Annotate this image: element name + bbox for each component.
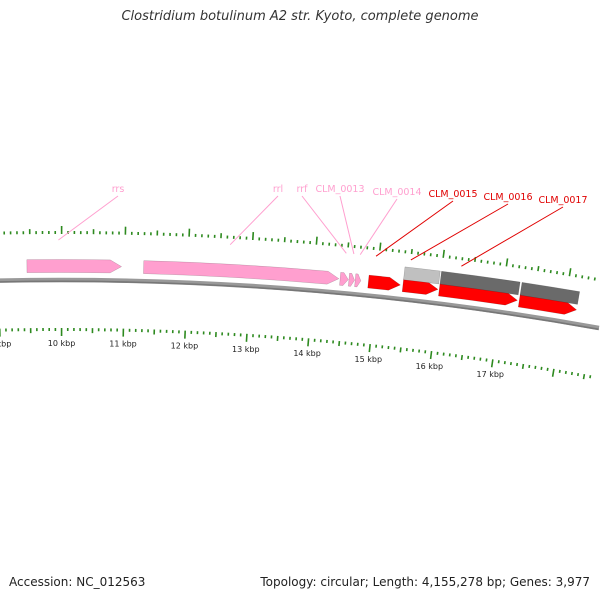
leader-line-clm-0014 bbox=[359, 198, 398, 255]
tick-mark-inner bbox=[551, 368, 555, 377]
leader-line-clm-0013 bbox=[339, 195, 355, 255]
genome-stats-label: Topology: circular; Length: 4,155,278 bp… bbox=[260, 575, 590, 589]
leader-line-clm-0015 bbox=[375, 200, 454, 257]
grey-gene-dark-b[interactable] bbox=[519, 282, 580, 305]
scale-label: 17 kbp bbox=[476, 370, 504, 379]
gene-label-rrf[interactable]: rrf bbox=[297, 184, 309, 195]
clm-0015-gene[interactable] bbox=[367, 274, 401, 291]
tick-mark-inner bbox=[589, 375, 592, 379]
label-layer: rrs rrl rrf CLM_0013 CLM_0014 CLM_0015 CLM_001… bbox=[58, 184, 588, 267]
tick-mark-inner bbox=[368, 343, 371, 353]
gene-label-clm-0014[interactable]: CLM_0014 bbox=[372, 187, 421, 198]
tick-mark-inner bbox=[576, 372, 580, 377]
scale-label: 12 kbp bbox=[171, 342, 199, 351]
tick-mark-outer bbox=[379, 242, 382, 251]
leader-line-rrf bbox=[301, 195, 347, 254]
tick-mark-inner bbox=[570, 371, 573, 376]
tick-mark-outer bbox=[537, 266, 540, 272]
grey-gene-light[interactable] bbox=[403, 266, 441, 285]
feature-layer bbox=[26, 259, 580, 315]
tick-mark-inner bbox=[460, 354, 464, 361]
accession-label: Accession: NC_012563 bbox=[9, 575, 146, 589]
scale-label: 16 kbp bbox=[416, 362, 444, 371]
tick-mark-outer bbox=[505, 258, 509, 267]
tick-mark-outer bbox=[593, 277, 596, 281]
gene-label-clm-0017[interactable]: CLM_0017 bbox=[538, 195, 587, 206]
rrs-gene[interactable] bbox=[26, 259, 123, 274]
genome-title: Clostridium botulinum A2 str. Kyoto, com… bbox=[121, 9, 479, 24]
clm-0014-gene[interactable] bbox=[354, 273, 362, 288]
leader-line-rrl bbox=[229, 195, 279, 246]
rrl-gene[interactable] bbox=[143, 260, 340, 285]
scale-label: 9 kbp bbox=[0, 340, 11, 349]
scale-label: 10 kbp bbox=[48, 339, 76, 348]
tick-mark-inner bbox=[429, 350, 433, 360]
leader-line-rrs bbox=[58, 195, 119, 241]
leader-line-clm-0016 bbox=[410, 203, 509, 261]
tick-mark-outer bbox=[410, 248, 413, 255]
tick-mark-outer bbox=[587, 276, 590, 280]
grey-gene-dark-a[interactable] bbox=[439, 270, 521, 296]
leader-line-clm-0017 bbox=[461, 206, 564, 267]
gene-label-clm-0013[interactable]: CLM_0013 bbox=[315, 184, 364, 195]
tick-mark-inner bbox=[564, 370, 567, 375]
tick-mark-outer bbox=[581, 275, 584, 279]
backbone-layer bbox=[0, 277, 600, 331]
gene-label-clm-0015[interactable]: CLM_0015 bbox=[428, 189, 477, 200]
tick-mark-inner bbox=[399, 347, 402, 353]
tick-mark-outer bbox=[568, 268, 572, 277]
scale-label: 15 kbp bbox=[355, 355, 383, 364]
genome-backbone bbox=[0, 277, 600, 331]
tick-mark-inner bbox=[521, 363, 525, 370]
gene-label-rrl[interactable]: rrl bbox=[273, 184, 283, 195]
tick-mark-outer bbox=[442, 249, 445, 258]
scale-label: 11 kbp bbox=[109, 340, 137, 349]
tick-mark-inner bbox=[490, 359, 494, 368]
gene-label-clm-0016[interactable]: CLM_0016 bbox=[483, 192, 532, 203]
gene-label-rrs[interactable]: rrs bbox=[112, 184, 125, 195]
rrf-gene[interactable] bbox=[339, 272, 349, 286]
clm-0013-gene[interactable] bbox=[348, 272, 355, 287]
tick-mark-inner bbox=[307, 338, 310, 347]
tick-layer: 9 kbp 10 kbp 11 kbp 12 kbp 13 kbp 14 kbp 15 kb… bbox=[0, 226, 596, 380]
scale-label: 13 kbp bbox=[232, 345, 260, 354]
tick-mark-outer bbox=[315, 236, 318, 245]
tick-mark-inner bbox=[582, 374, 586, 380]
scale-label: 14 kbp bbox=[293, 349, 321, 358]
genome-backbone-inner bbox=[0, 280, 599, 331]
